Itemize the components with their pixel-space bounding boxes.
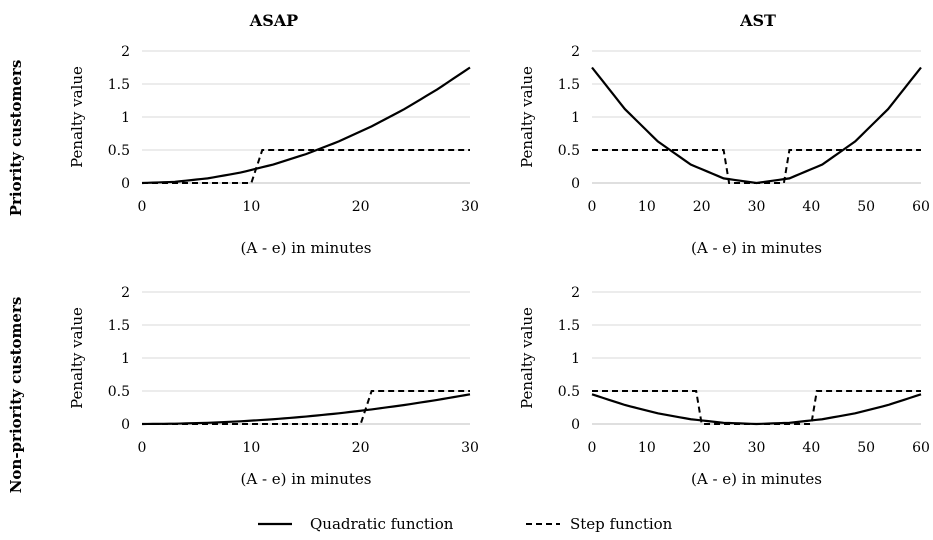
x-tick-label: 50 [857,199,875,215]
column-title-ast: AST [739,11,776,30]
x-tick-label: 0 [138,440,147,456]
y-tick-label: 0 [571,417,580,433]
chart-panel-nonpriority-asap: 00.511.520 10 20 30(A - e) in minutesPenalt… [68,285,479,488]
y-axis-label: Penalty value [68,66,86,168]
x-axis-label: (A - e) in minutes [691,239,822,257]
x-tick-label: 30 [748,440,766,456]
y-tick-label: 1 [571,351,580,367]
step-series-line [142,149,470,184]
x-tick-label: 0 [588,440,597,456]
quadratic-series-line [591,66,922,185]
y-tick-label: 1 [571,110,580,126]
x-tick-label: 10 [638,199,656,215]
x-tick-label: 20 [352,440,370,456]
y-tick-label: 1 [121,110,130,126]
x-tick-label: 50 [857,440,875,456]
x-tick-label: 30 [461,199,479,215]
quadratic-series-line [141,66,471,185]
chart-panels: 00.511.520 10 20 30(A - e) in minutesPenalt… [68,44,930,488]
x-axis-label: (A - e) in minutes [241,239,372,257]
x-tick-label: 40 [802,199,820,215]
y-tick-label: 2 [571,285,580,301]
x-tick-label: 20 [693,199,711,215]
y-tick-label: 1.5 [558,318,580,334]
y-tick-label: 0.5 [558,384,580,400]
x-tick-label: 20 [693,440,711,456]
chart-panel-priority-asap: 00.511.520 10 20 30(A - e) in minutesPenalt… [68,44,479,257]
y-axis-label: Penalty value [68,307,86,409]
step-series-line [592,149,921,184]
y-tick-label: 1.5 [558,77,580,93]
x-tick-label: 40 [802,440,820,456]
step-series-line [592,390,921,425]
x-tick-label: 60 [912,440,930,456]
chart-panel-priority-ast: 00.511.520 10 20 30 40 50 60(A - e) in minutes… [518,44,930,257]
row-title-non-priority: Non-priority customers [7,297,25,494]
y-tick-label: 2 [121,285,130,301]
quadratic-series-line [141,393,471,426]
y-tick-label: 2 [121,44,130,60]
legend: Quadratic function Step function [258,515,673,533]
x-tick-label: 10 [638,440,656,456]
x-tick-label: 0 [588,199,597,215]
y-tick-label: 1 [121,351,130,367]
y-tick-label: 0.5 [558,143,580,159]
y-tick-label: 0 [571,176,580,192]
x-axis-label: (A - e) in minutes [691,470,822,488]
y-tick-label: 0 [121,417,130,433]
y-tick-label: 1.5 [108,318,130,334]
y-tick-label: 0.5 [108,143,130,159]
x-tick-label: 20 [352,199,370,215]
x-axis-label: (A - e) in minutes [241,470,372,488]
x-tick-label: 30 [461,440,479,456]
y-tick-label: 0 [121,176,130,192]
chart-panel-nonpriority-ast: 00.511.520 10 20 30 40 50 60(A - e) in minutes… [518,285,930,488]
x-tick-label: 0 [138,199,147,215]
legend-step-label: Step function [570,515,673,533]
row-title-priority: Priority customers [7,60,25,217]
legend-quadratic-label: Quadratic function [310,515,454,533]
y-tick-label: 1.5 [108,77,130,93]
step-series-line [142,390,470,425]
y-tick-label: 0.5 [108,384,130,400]
x-tick-label: 10 [242,199,260,215]
x-tick-label: 10 [242,440,260,456]
y-axis-label: Penalty value [518,66,536,168]
y-axis-label: Penalty value [518,307,536,409]
x-tick-label: 60 [912,199,930,215]
x-tick-label: 30 [748,199,766,215]
column-title-asap: ASAP [249,11,298,30]
quadratic-series-line [591,393,922,426]
y-tick-label: 2 [571,44,580,60]
